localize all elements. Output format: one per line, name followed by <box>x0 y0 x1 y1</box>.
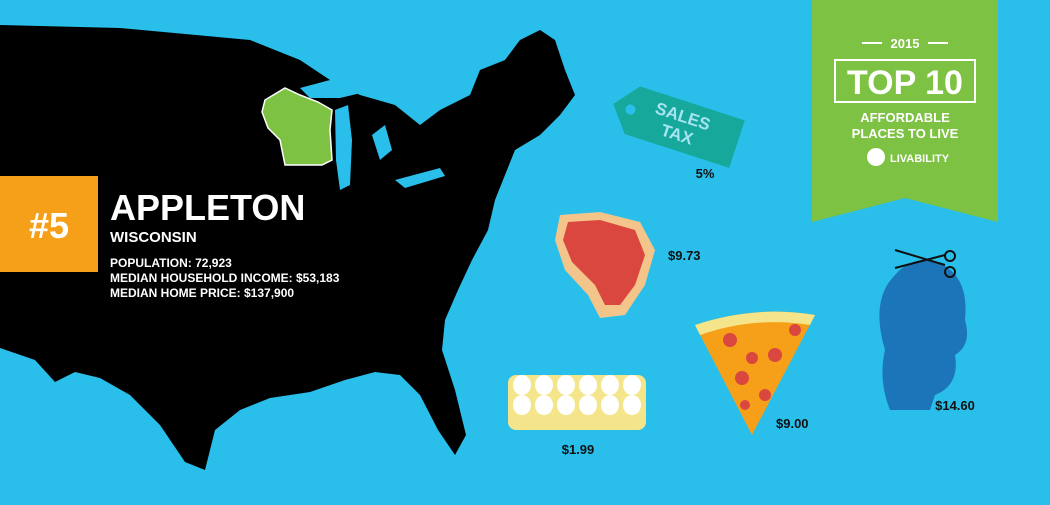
pizza-price: $9.00 <box>776 416 809 431</box>
badge-title: TOP 10 <box>847 64 963 102</box>
brand-logo <box>867 148 885 166</box>
lake <box>395 168 445 188</box>
scissors <box>894 249 956 278</box>
brand: LIVABILITY <box>890 153 950 165</box>
stat: POPULATION: 72,923 <box>110 256 232 270</box>
state: WISCONSIN <box>110 229 197 246</box>
badge-subtitle: AFFORDABLE <box>860 110 950 125</box>
eggs <box>513 375 641 415</box>
lake <box>300 80 365 98</box>
haircut-price: $14.60 <box>935 398 975 413</box>
tax-tag <box>613 86 745 168</box>
eggs-price: $1.99 <box>562 442 595 457</box>
rank: #5 <box>29 205 69 246</box>
stat: MEDIAN HOME PRICE: $137,900 <box>110 286 294 300</box>
rank-box <box>0 176 98 272</box>
head-silhouette <box>879 259 968 410</box>
badge-subtitle: PLACES TO LIVE <box>852 126 959 141</box>
stat: MEDIAN HOUSEHOLD INCOME: $53,183 <box>110 271 340 285</box>
us-map <box>0 25 575 470</box>
lake <box>335 105 352 190</box>
pepperoni <box>723 324 801 410</box>
wisconsin <box>261 87 333 166</box>
badge <box>812 0 998 222</box>
tag-hole <box>625 104 636 115</box>
badge-year: 2015 <box>891 36 920 51</box>
lake <box>372 125 392 160</box>
steak-price: $9.73 <box>668 248 701 263</box>
tax-value: 5% <box>696 166 715 181</box>
title-frame <box>834 59 976 103</box>
steak-meat <box>563 220 645 305</box>
pizza-crust <box>695 311 815 335</box>
city-name: APPLETON <box>110 187 305 228</box>
